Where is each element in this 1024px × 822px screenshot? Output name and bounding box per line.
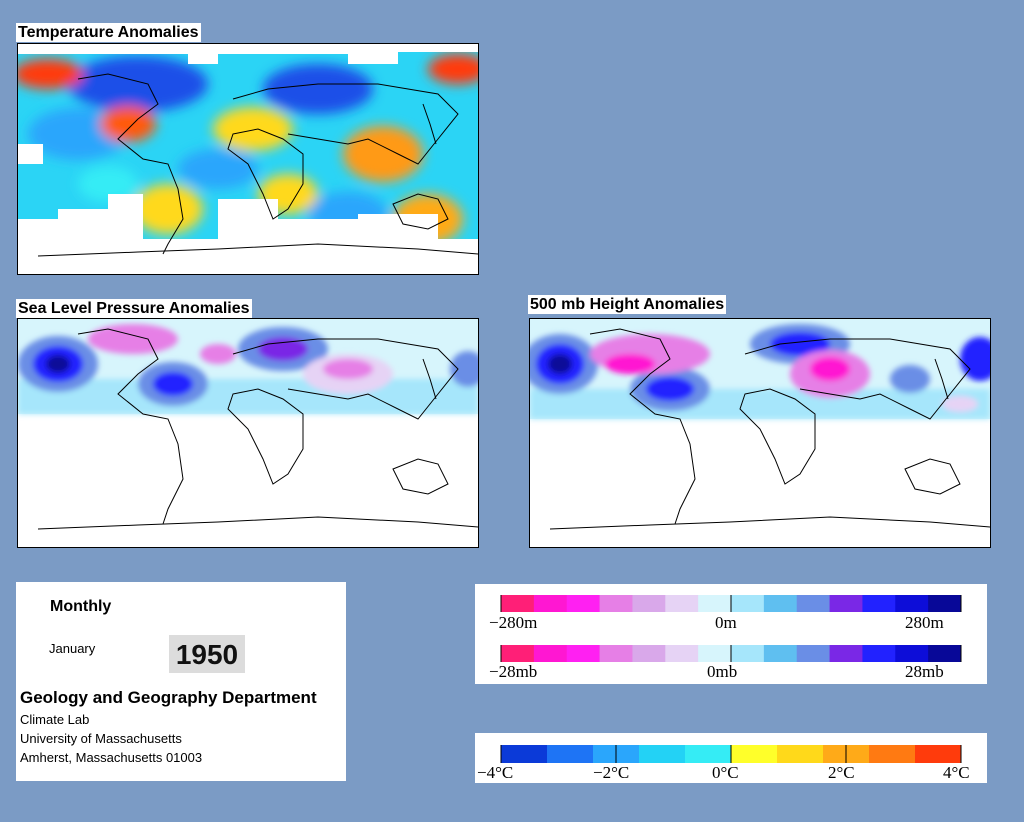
height-pressure-legend: −280m 0m 280m −28mb 0mb 28mb — [475, 584, 987, 684]
pressure-max-label: 28mb — [905, 662, 944, 681]
colorbar-swatch — [829, 645, 863, 662]
slp-map-title: Sea Level Pressure Anomalies — [16, 299, 252, 318]
height500-anomaly-map — [529, 318, 991, 548]
temperature-legend-graphic: −4°C −2°C 0°C 2°C 4°C — [477, 745, 970, 782]
colorbar-swatch — [731, 595, 765, 612]
temperature-map-title: Temperature Anomalies — [16, 23, 201, 42]
lab-label: Climate Lab — [20, 712, 90, 727]
colorbar-swatch — [632, 595, 666, 612]
period-label: Monthly — [50, 598, 112, 615]
colorbar-swatch — [915, 745, 962, 763]
pressure-colorbar — [500, 645, 962, 662]
colorbar-swatch — [731, 745, 778, 763]
slp-map-graphic — [18, 319, 478, 530]
temperature-legend: −4°C −2°C 0°C 2°C 4°C — [475, 733, 987, 783]
temp-tick-minus4: −4°C — [477, 763, 513, 782]
colorbar-swatch — [547, 745, 594, 763]
temp-tick-minus2: −2°C — [593, 763, 629, 782]
colorbar-swatch — [599, 645, 633, 662]
colorbar-swatch — [895, 595, 929, 612]
colorbar-swatch — [566, 645, 601, 662]
colorbar-swatch — [928, 595, 962, 612]
colorbar-swatch — [501, 645, 535, 662]
year-label: 1950 — [175, 639, 239, 670]
height-colorbar — [500, 595, 962, 612]
temp-tick-0: 0°C — [712, 763, 739, 782]
university-label: University of Massachusetts — [20, 731, 182, 746]
colorbar-swatch — [869, 745, 916, 763]
height-map-title: 500 mb Height Anomalies — [528, 295, 727, 314]
temp-tick-4: 4°C — [943, 763, 970, 782]
temp-tick-2: 2°C — [828, 763, 855, 782]
colorbar-swatch — [796, 645, 831, 662]
year-box: 1950 — [169, 635, 245, 673]
slp-anomaly-map — [17, 318, 479, 548]
colorbar-swatch — [862, 645, 896, 662]
colorbar-swatch — [639, 745, 686, 763]
colorbar-swatch — [763, 595, 798, 612]
colorbar-swatch — [501, 745, 548, 763]
colorbar-swatch — [698, 595, 732, 612]
pressure-min-label: −28mb — [489, 662, 537, 681]
info-panel: Monthly January 1950 Geology and Geograp… — [16, 582, 346, 781]
address-label: Amherst, Massachusetts 01003 — [20, 750, 203, 765]
temperature-anomaly-map — [17, 43, 479, 275]
colorbar-swatch — [895, 645, 929, 662]
colorbar-swatch — [566, 595, 601, 612]
colorbar-swatch — [796, 595, 831, 612]
colorbar-swatch — [665, 645, 699, 662]
colorbar-swatch — [928, 645, 962, 662]
department-label: Geology and Geography Department — [20, 688, 317, 707]
colorbar-swatch — [777, 745, 824, 763]
colorbar-swatch — [862, 595, 896, 612]
height-pressure-legend-graphic: −280m 0m 280m −28mb 0mb 28mb — [489, 595, 962, 681]
colorbar-swatch — [501, 595, 535, 612]
colorbar-swatch — [533, 645, 568, 662]
colorbar-swatch — [731, 645, 765, 662]
colorbar-swatch — [698, 645, 732, 662]
temperature-map-graphic — [18, 44, 478, 274]
colorbar-swatch — [599, 595, 633, 612]
pressure-mid-label: 0mb — [707, 662, 737, 681]
colorbar-swatch — [533, 595, 568, 612]
height-map-graphic — [530, 319, 990, 530]
colorbar-swatch — [763, 645, 798, 662]
colorbar-swatch — [829, 595, 863, 612]
height-max-label: 280m — [905, 613, 944, 632]
height-min-label: −280m — [489, 613, 537, 632]
temperature-colorbar — [500, 745, 962, 763]
month-label: January — [49, 641, 96, 656]
height-mid-label: 0m — [715, 613, 737, 632]
colorbar-swatch — [632, 645, 666, 662]
colorbar-swatch — [685, 745, 732, 763]
colorbar-swatch — [665, 595, 699, 612]
